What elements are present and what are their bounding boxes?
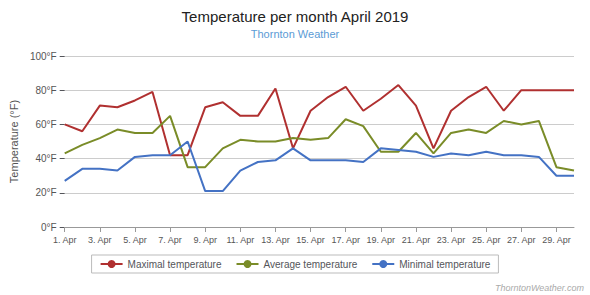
svg-text:17. Apr: 17. Apr bbox=[331, 235, 360, 245]
svg-text:Temperature (°F): Temperature (°F) bbox=[8, 100, 20, 183]
svg-text:3. Apr: 3. Apr bbox=[88, 235, 112, 245]
svg-text:29. Apr: 29. Apr bbox=[542, 235, 571, 245]
svg-text:20°F: 20°F bbox=[35, 187, 56, 198]
svg-text:5. Apr: 5. Apr bbox=[123, 235, 147, 245]
svg-text:9. Apr: 9. Apr bbox=[193, 235, 217, 245]
svg-text:Minimal temperature: Minimal temperature bbox=[399, 259, 491, 270]
svg-text:40°F: 40°F bbox=[35, 153, 56, 164]
svg-text:100°F: 100°F bbox=[30, 51, 57, 62]
svg-text:21. Apr: 21. Apr bbox=[402, 235, 431, 245]
svg-text:Thornton Weather: Thornton Weather bbox=[251, 28, 340, 40]
svg-text:27. Apr: 27. Apr bbox=[507, 235, 536, 245]
svg-text:Temperature per month April 20: Temperature per month April 2019 bbox=[182, 8, 409, 25]
svg-text:15. Apr: 15. Apr bbox=[296, 235, 325, 245]
svg-text:0°F: 0°F bbox=[41, 222, 57, 233]
svg-text:80°F: 80°F bbox=[35, 85, 56, 96]
svg-text:Maximal temperature: Maximal temperature bbox=[128, 259, 222, 270]
svg-text:Average temperature: Average temperature bbox=[264, 259, 358, 270]
svg-text:11. Apr: 11. Apr bbox=[226, 235, 254, 245]
svg-text:1. Apr: 1. Apr bbox=[53, 235, 77, 245]
svg-text:60°F: 60°F bbox=[35, 119, 56, 130]
svg-text:ThorntonWeather.com: ThorntonWeather.com bbox=[495, 283, 585, 293]
svg-text:23. Apr: 23. Apr bbox=[437, 235, 466, 245]
svg-text:7. Apr: 7. Apr bbox=[158, 235, 182, 245]
svg-text:19. Apr: 19. Apr bbox=[367, 235, 396, 245]
svg-text:13. Apr: 13. Apr bbox=[261, 235, 290, 245]
svg-text:25. Apr: 25. Apr bbox=[472, 235, 501, 245]
